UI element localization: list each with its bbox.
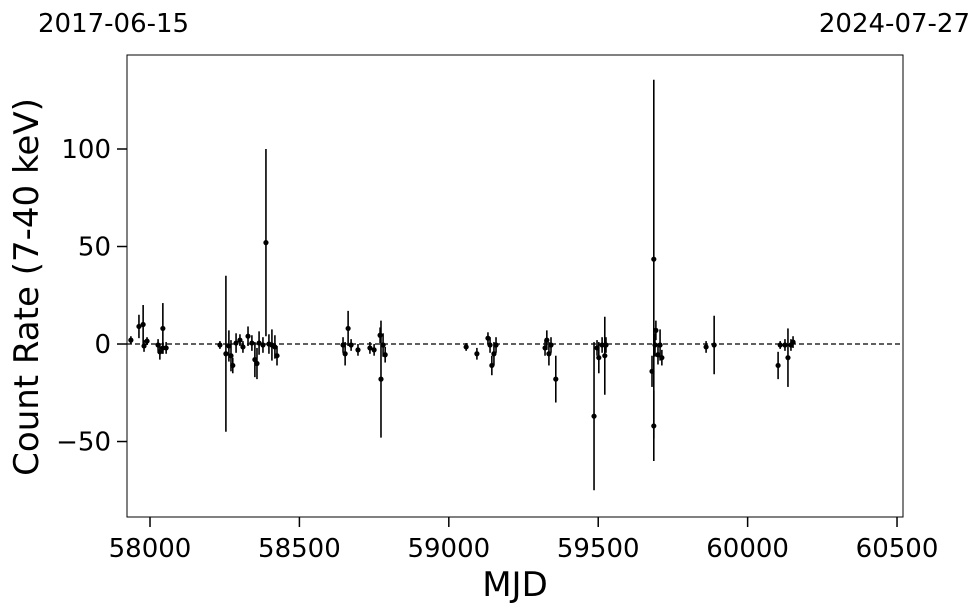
data-point [342,351,348,357]
data-point [553,376,559,382]
data-point [230,362,236,369]
data-point [659,355,665,361]
data-point [493,342,499,348]
data-point [348,342,354,348]
data-point [256,340,262,346]
x-tick-label: 60500 [856,534,939,564]
data-point [237,337,243,343]
data-point [603,342,609,348]
data-point [777,342,783,348]
data-point [140,321,146,328]
data-point [136,323,142,330]
data-point [790,339,796,345]
data-point [367,345,373,351]
x-tick-label: 59500 [557,534,640,564]
data-point [157,349,163,355]
y-tick-label: −50 [56,428,111,458]
data-point [380,342,386,348]
data-point [544,337,550,343]
data-point [775,362,781,369]
data-point [382,352,388,358]
data-point [163,345,169,351]
data-point [782,342,788,348]
data-point [591,413,597,419]
data-point [548,342,554,348]
data-point [355,347,361,353]
data-point [652,342,658,348]
data-point [377,332,383,338]
x-tick-label: 59000 [407,534,490,564]
data-point [144,338,150,344]
x-tick-label: 60000 [706,534,789,564]
data-point [245,333,251,339]
plot-frame [126,54,904,518]
data-point [141,343,147,349]
data-point [711,342,717,348]
y-axis-label: Count Rate (7-40 keV) [7,98,47,476]
data-point [345,325,351,332]
data-point [274,353,280,359]
data-point [703,344,709,350]
x-tick-label: 58000 [109,534,192,564]
x-axis-label: MJD [482,565,548,605]
data-point [371,347,377,353]
data-point [596,355,602,361]
y-tick-label: 100 [61,135,111,165]
data-point [260,342,266,348]
top-right-label: 2024-07-27 [819,9,970,39]
data-point [657,342,663,348]
data-point [240,344,246,350]
top-left-label: 2017-06-15 [38,9,189,39]
data-point [651,256,657,262]
data-point [128,337,134,343]
data-point [228,353,234,359]
x-tick-label: 58500 [258,534,341,564]
data-point [233,340,239,346]
data-point [254,360,260,367]
data-point [217,342,223,348]
data-point [474,351,480,357]
data-point [378,376,384,382]
data-point [599,342,605,348]
data-point [249,340,255,346]
data-point [160,325,166,332]
data-point [785,355,791,361]
data-point [463,344,469,350]
data-point [602,353,608,359]
y-tick-label: 50 [78,233,111,263]
data-point [263,240,269,246]
data-point [223,351,229,357]
data-point [487,342,493,348]
data-point [653,327,659,333]
y-tick-label: 0 [94,330,111,360]
